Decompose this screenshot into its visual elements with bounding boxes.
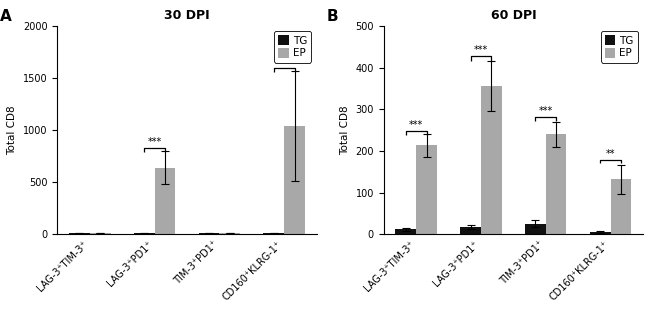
Bar [525, 224, 546, 234]
Text: ***: *** [148, 137, 162, 147]
Title: 30 DPI: 30 DPI [164, 9, 210, 22]
Y-axis label: Total CD8: Total CD8 [7, 105, 18, 155]
Text: A: A [0, 9, 12, 24]
Bar [395, 229, 416, 234]
Bar [610, 179, 631, 234]
Bar [155, 167, 176, 234]
Text: ***: *** [409, 120, 423, 130]
Bar [546, 134, 567, 234]
Bar [90, 233, 110, 234]
Text: B: B [327, 9, 338, 24]
Bar [69, 233, 90, 234]
Y-axis label: Total CD8: Total CD8 [340, 105, 350, 155]
Bar [134, 233, 155, 234]
Bar [199, 233, 220, 234]
Legend: TG, EP: TG, EP [274, 31, 311, 63]
Bar [263, 233, 284, 234]
Bar [481, 86, 502, 234]
Text: ***: *** [474, 45, 488, 55]
Text: **: ** [606, 149, 616, 159]
Text: ***: *** [539, 106, 553, 116]
Legend: TG, EP: TG, EP [601, 31, 638, 63]
Title: 60 DPI: 60 DPI [491, 9, 536, 22]
Bar [416, 146, 437, 234]
Bar [220, 233, 240, 234]
Bar [460, 227, 481, 234]
Text: ***: *** [277, 57, 291, 66]
Bar [590, 232, 610, 234]
Bar [284, 126, 305, 234]
